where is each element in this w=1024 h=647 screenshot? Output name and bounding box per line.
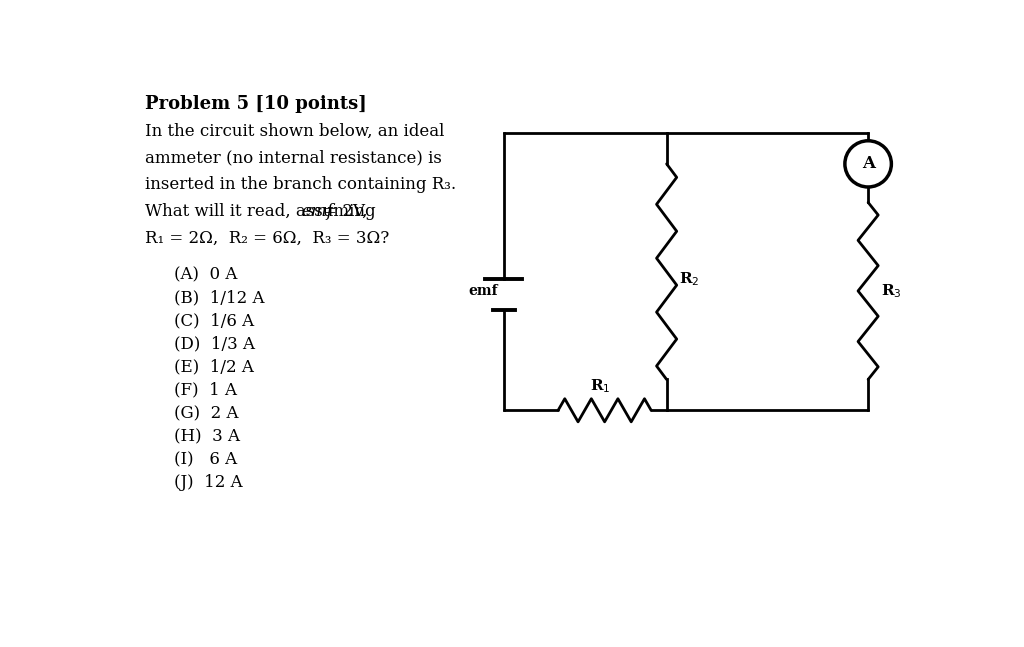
Text: A: A bbox=[861, 155, 874, 172]
Text: emf: emf bbox=[301, 203, 333, 220]
Text: ammeter (no internal resistance) is: ammeter (no internal resistance) is bbox=[145, 149, 442, 167]
Text: In the circuit shown below, an ideal: In the circuit shown below, an ideal bbox=[145, 123, 444, 140]
Text: = 2V,: = 2V, bbox=[318, 203, 368, 220]
Text: (E)  1/2 A: (E) 1/2 A bbox=[174, 358, 254, 376]
Text: What will it read, assuming: What will it read, assuming bbox=[145, 203, 381, 220]
Text: (B)  1/12 A: (B) 1/12 A bbox=[174, 289, 265, 307]
Text: (G)  2 A: (G) 2 A bbox=[174, 405, 239, 422]
Text: inserted in the branch containing R₃.: inserted in the branch containing R₃. bbox=[145, 176, 456, 193]
Text: (J)  12 A: (J) 12 A bbox=[174, 474, 243, 491]
Text: emf: emf bbox=[468, 284, 498, 298]
Text: R$_2$: R$_2$ bbox=[679, 270, 699, 288]
Circle shape bbox=[845, 141, 891, 187]
Text: (H)  3 A: (H) 3 A bbox=[174, 428, 241, 445]
Text: (I)   6 A: (I) 6 A bbox=[174, 451, 238, 468]
Text: R$_1$: R$_1$ bbox=[591, 377, 611, 395]
Text: R$_3$: R$_3$ bbox=[881, 282, 901, 300]
Text: Problem 5 [10 points]: Problem 5 [10 points] bbox=[145, 94, 367, 113]
Text: (F)  1 A: (F) 1 A bbox=[174, 382, 238, 399]
Text: (A)  0 A: (A) 0 A bbox=[174, 267, 238, 283]
Text: (C)  1/6 A: (C) 1/6 A bbox=[174, 313, 255, 329]
Text: (D)  1/3 A: (D) 1/3 A bbox=[174, 336, 256, 353]
Text: R₁ = 2Ω,  R₂ = 6Ω,  R₃ = 3Ω?: R₁ = 2Ω, R₂ = 6Ω, R₃ = 3Ω? bbox=[145, 229, 389, 247]
